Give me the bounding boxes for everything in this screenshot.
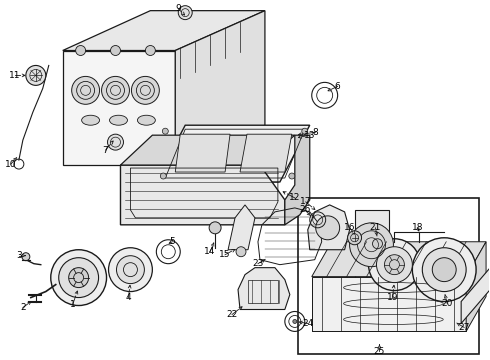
Circle shape: [69, 268, 89, 288]
Circle shape: [117, 256, 145, 284]
Text: 27: 27: [459, 323, 470, 332]
Text: 11: 11: [9, 71, 21, 80]
Circle shape: [101, 76, 129, 104]
Circle shape: [108, 248, 152, 292]
Polygon shape: [466, 242, 486, 332]
Circle shape: [26, 66, 46, 85]
Text: 14: 14: [204, 247, 216, 256]
Polygon shape: [175, 11, 265, 165]
Circle shape: [146, 45, 155, 55]
Circle shape: [111, 45, 121, 55]
Circle shape: [289, 173, 295, 179]
Circle shape: [51, 250, 106, 306]
Text: 21: 21: [370, 223, 381, 232]
Polygon shape: [308, 205, 349, 250]
Polygon shape: [121, 165, 285, 225]
Circle shape: [22, 253, 30, 261]
Text: 25: 25: [374, 347, 385, 356]
Polygon shape: [312, 276, 466, 332]
Circle shape: [413, 238, 476, 302]
Text: 1: 1: [70, 300, 75, 309]
Circle shape: [432, 258, 456, 282]
Circle shape: [236, 247, 246, 257]
Circle shape: [72, 76, 99, 104]
Text: 8: 8: [313, 128, 318, 137]
Text: 6: 6: [335, 82, 341, 91]
Text: 12: 12: [289, 193, 300, 202]
Circle shape: [368, 239, 420, 291]
Text: 9: 9: [175, 4, 181, 13]
Text: 4: 4: [125, 293, 131, 302]
Circle shape: [75, 45, 86, 55]
Polygon shape: [63, 50, 175, 165]
Circle shape: [59, 258, 98, 298]
Bar: [298, 198, 479, 354]
Circle shape: [162, 128, 168, 134]
Ellipse shape: [137, 115, 155, 125]
Polygon shape: [312, 279, 466, 332]
Circle shape: [107, 134, 123, 150]
Circle shape: [372, 239, 383, 249]
Circle shape: [160, 173, 166, 179]
Polygon shape: [175, 134, 230, 172]
Circle shape: [302, 128, 308, 134]
Circle shape: [422, 248, 466, 292]
Polygon shape: [461, 267, 490, 323]
Text: 5: 5: [170, 237, 175, 246]
Polygon shape: [155, 125, 310, 182]
Circle shape: [385, 255, 404, 275]
Text: 2: 2: [20, 303, 25, 312]
Text: 3: 3: [16, 251, 22, 260]
Text: 24: 24: [302, 319, 314, 328]
Text: 10: 10: [5, 159, 17, 168]
Text: 7: 7: [103, 145, 108, 154]
Ellipse shape: [82, 115, 99, 125]
Text: 22: 22: [226, 310, 238, 319]
Circle shape: [349, 223, 393, 267]
Polygon shape: [63, 11, 265, 50]
Text: 16: 16: [344, 223, 355, 232]
Text: 23: 23: [252, 259, 264, 268]
Circle shape: [178, 6, 192, 20]
Text: 18: 18: [412, 223, 423, 232]
Circle shape: [316, 216, 340, 240]
Circle shape: [293, 319, 297, 323]
Text: 26: 26: [299, 206, 311, 215]
Text: 20: 20: [441, 299, 453, 308]
Polygon shape: [121, 135, 295, 165]
Text: 19: 19: [387, 293, 398, 302]
Circle shape: [209, 222, 221, 234]
Polygon shape: [238, 268, 290, 310]
Polygon shape: [285, 135, 310, 225]
Polygon shape: [355, 210, 390, 280]
Circle shape: [347, 231, 362, 245]
Text: 13: 13: [304, 131, 316, 140]
Text: 17: 17: [300, 197, 312, 206]
Circle shape: [131, 76, 159, 104]
Text: 15: 15: [220, 250, 231, 259]
Polygon shape: [228, 205, 255, 250]
Circle shape: [376, 247, 413, 283]
Polygon shape: [312, 242, 486, 276]
Polygon shape: [240, 134, 292, 172]
Ellipse shape: [110, 115, 127, 125]
